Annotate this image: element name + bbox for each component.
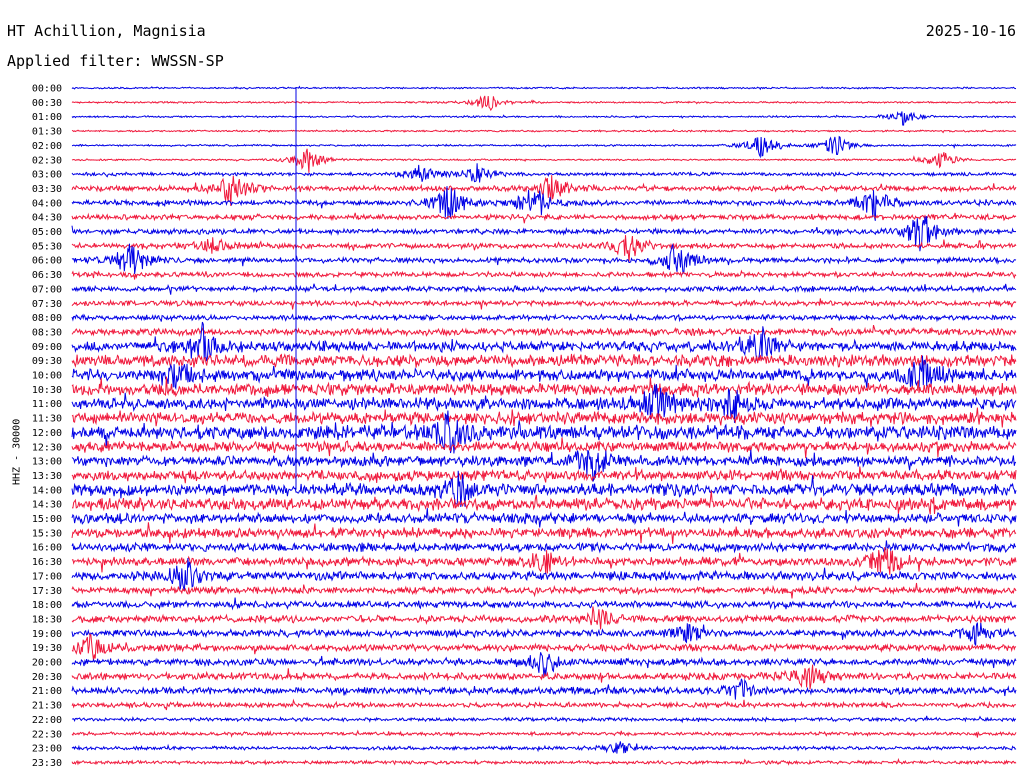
row-time-label: 13:30 bbox=[32, 471, 62, 482]
seismic-trace-row bbox=[71, 449, 1017, 482]
seismic-trace-row bbox=[71, 597, 1017, 611]
seismic-trace-row bbox=[71, 135, 1017, 159]
seismic-trace-row bbox=[71, 407, 1017, 428]
seismic-trace-row bbox=[71, 186, 1017, 221]
row-time-label: 22:30 bbox=[32, 729, 62, 740]
seismic-trace-row bbox=[71, 384, 1017, 423]
row-time-label: 14:00 bbox=[32, 485, 62, 496]
seismic-trace-row bbox=[71, 321, 1017, 362]
row-time-label: 18:00 bbox=[32, 600, 62, 611]
row-time-label: 13:00 bbox=[32, 457, 62, 468]
row-time-label: 00:00 bbox=[32, 84, 62, 95]
row-time-label: 05:30 bbox=[32, 241, 62, 252]
row-time-label: 02:00 bbox=[32, 141, 62, 152]
row-time-label: 22:00 bbox=[32, 715, 62, 726]
row-time-label: 19:30 bbox=[32, 643, 62, 654]
row-time-label: 15:00 bbox=[32, 514, 62, 525]
row-time-label: 01:30 bbox=[32, 127, 62, 138]
seismic-trace-row bbox=[71, 215, 1017, 252]
seismic-trace-row bbox=[71, 355, 1017, 391]
station-title: HT Achillion, Magnisia bbox=[7, 22, 206, 40]
row-time-label: 08:30 bbox=[32, 327, 62, 338]
seismic-trace-row bbox=[71, 95, 1017, 112]
seismic-trace-row bbox=[72, 490, 1017, 515]
seismic-trace-row bbox=[71, 128, 1017, 134]
seismic-trace-row bbox=[71, 269, 1017, 280]
row-time-label: 21:30 bbox=[32, 701, 62, 712]
row-time-label: 03:00 bbox=[32, 170, 62, 181]
row-time-label: 16:30 bbox=[32, 557, 62, 568]
seismic-trace-row bbox=[71, 283, 1017, 295]
seismic-trace-row bbox=[71, 437, 1017, 459]
seismic-trace-row bbox=[71, 212, 1017, 224]
seismic-trace-row bbox=[71, 163, 1017, 183]
seismic-trace-row bbox=[71, 410, 1017, 454]
seismic-trace-row bbox=[71, 148, 1017, 173]
seismic-trace-row bbox=[71, 85, 1017, 91]
row-time-label: 12:30 bbox=[32, 442, 62, 453]
seismic-trace-row bbox=[71, 729, 1017, 738]
seismic-trace-row bbox=[71, 508, 1017, 528]
row-time-label: 20:00 bbox=[32, 658, 62, 669]
row-time-label: 12:00 bbox=[32, 428, 62, 439]
row-time-label: 15:30 bbox=[32, 528, 62, 539]
seismic-trace-row bbox=[71, 470, 1017, 508]
seismic-trace-row bbox=[71, 313, 1017, 323]
row-time-label: 19:00 bbox=[32, 629, 62, 640]
seismic-trace-row bbox=[71, 175, 1017, 207]
seismic-trace-row bbox=[71, 540, 1017, 554]
date-label: 2025-10-16 bbox=[925, 22, 1016, 40]
seismic-trace-row bbox=[71, 111, 1017, 126]
row-time-label: 11:30 bbox=[32, 414, 62, 425]
seismic-trace-row bbox=[71, 698, 1017, 711]
row-time-label: 14:30 bbox=[32, 500, 62, 511]
filter-label: Applied filter: WWSSN-SP bbox=[7, 52, 224, 70]
row-time-label: 04:30 bbox=[32, 213, 62, 224]
row-time-label: 23:30 bbox=[32, 758, 62, 769]
row-time-label: 18:30 bbox=[32, 614, 62, 625]
row-time-label: 07:30 bbox=[32, 299, 62, 310]
row-time-label: 23:00 bbox=[32, 744, 62, 755]
row-time-label: 00:30 bbox=[32, 98, 62, 109]
seismic-trace-row bbox=[71, 324, 1017, 338]
row-time-label: 10:00 bbox=[32, 371, 62, 382]
seismic-trace-row bbox=[71, 606, 1017, 630]
row-time-label: 09:00 bbox=[32, 342, 62, 353]
row-time-label: 04:00 bbox=[32, 198, 62, 209]
row-time-label: 16:00 bbox=[32, 543, 62, 554]
row-time-label: 01:00 bbox=[32, 112, 62, 123]
row-time-label: 11:00 bbox=[32, 399, 62, 410]
row-time-label: 05:00 bbox=[32, 227, 62, 238]
row-time-label: 07:00 bbox=[32, 284, 62, 295]
row-time-label: 10:30 bbox=[32, 385, 62, 396]
seismic-trace-row bbox=[71, 522, 1017, 544]
seismic-trace-row bbox=[71, 715, 1017, 724]
seismic-trace-row bbox=[71, 757, 1017, 766]
row-time-label: 06:30 bbox=[32, 270, 62, 281]
seismic-trace-row bbox=[71, 582, 1017, 599]
seismic-trace-row bbox=[71, 557, 1017, 592]
seismic-trace-row bbox=[71, 235, 1017, 263]
seismic-trace-row bbox=[71, 353, 1017, 369]
seismic-trace-row bbox=[71, 298, 1017, 310]
row-time-label: 17:00 bbox=[32, 571, 62, 582]
row-time-label: 21:00 bbox=[32, 686, 62, 697]
seismic-trace-row bbox=[71, 376, 1017, 398]
seismic-trace-row bbox=[71, 243, 1017, 275]
row-time-label: 02:30 bbox=[32, 155, 62, 166]
row-time-label: 20:30 bbox=[32, 672, 62, 683]
seismic-trace-row bbox=[71, 741, 1017, 754]
seismic-trace-row bbox=[71, 622, 1017, 647]
seismic-trace-row bbox=[71, 664, 1017, 690]
row-time-label: 06:00 bbox=[32, 256, 62, 267]
seismic-trace-row bbox=[71, 466, 1017, 484]
row-time-label: 03:30 bbox=[32, 184, 62, 195]
seismic-trace-row bbox=[71, 547, 1017, 575]
seismic-trace-row bbox=[71, 632, 1017, 661]
row-time-label: 09:30 bbox=[32, 356, 62, 367]
row-time-label: 08:00 bbox=[32, 313, 62, 324]
seismic-trace-row bbox=[71, 678, 1017, 700]
row-time-label: 17:30 bbox=[32, 586, 62, 597]
